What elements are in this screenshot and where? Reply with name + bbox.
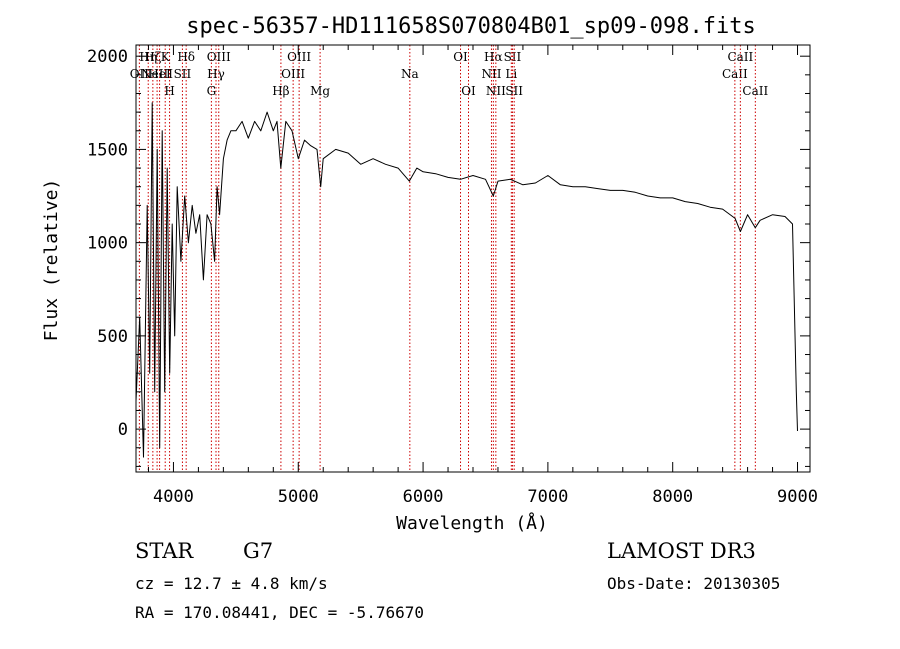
marker-label-12: Hβ <box>272 84 289 98</box>
marker-label-19: NII <box>481 67 501 81</box>
marker-label-20: Hα <box>484 50 503 64</box>
x-axis-label: Wavelength (Å) <box>396 512 548 534</box>
marker-label-7: SII <box>174 67 192 81</box>
marker-label-25: CaII <box>722 67 748 81</box>
plot-frame <box>135 44 811 473</box>
x-axis: 4000 5000 6000 7000 8000 9000 <box>147 45 818 507</box>
marker-label-5: K <box>161 50 171 64</box>
y-tick-label-0: 0 <box>118 420 128 440</box>
x-tick-label-4: 8000 <box>652 487 693 507</box>
marker-label-23: SII <box>504 50 522 64</box>
chart-title: spec-56357-HD111658S070804B01_sp09-098.f… <box>186 14 756 39</box>
coords-text: RA = 170.08441, DEC = -5.76670 <box>135 603 424 622</box>
marker-label-24: SII <box>505 84 523 98</box>
x-tick-label-0: 4000 <box>153 487 194 507</box>
spectrum-line-0 <box>135 102 798 458</box>
y-tick-label-3: 1500 <box>87 140 128 160</box>
x-tick-label-2: 6000 <box>403 487 444 507</box>
marker-label-11: OIII <box>207 50 231 64</box>
line-markers: OIIHηHζNeIIIHeIKHSIIHδGHγOIIIHβOIIIOIIIM… <box>130 45 768 472</box>
x-tick-label-3: 7000 <box>527 487 568 507</box>
marker-label-16: Na <box>401 67 419 81</box>
object-subclass: G7 <box>243 539 274 563</box>
spectrum-series <box>135 102 798 458</box>
y-tick-label-1: 500 <box>97 327 128 347</box>
marker-label-15: Mg <box>310 84 330 98</box>
obs-date-text: Obs-Date: 20130305 <box>607 574 781 593</box>
marker-label-10: Hγ <box>207 67 225 81</box>
marker-label-22: Li <box>505 67 517 81</box>
marker-label-6: H <box>164 84 174 98</box>
survey-name: LAMOST DR3 <box>607 539 756 563</box>
marker-label-4: HeI <box>148 67 171 81</box>
marker-label-14: OIII <box>287 50 311 64</box>
object-class: STAR <box>135 539 194 563</box>
redshift-text: cz = 12.7 ± 4.8 km/s <box>135 574 328 593</box>
marker-label-26: CaII <box>727 50 753 64</box>
x-tick-label-5: 9000 <box>777 487 818 507</box>
marker-label-8: Hδ <box>177 50 195 64</box>
y-axis-label: Flux (relative) <box>41 179 62 342</box>
marker-label-0: OII <box>130 67 150 81</box>
marker-label-9: G <box>207 84 217 98</box>
x-tick-label-1: 5000 <box>278 487 319 507</box>
y-tick-label-4: 2000 <box>87 47 128 67</box>
y-tick-label-2: 1000 <box>87 234 128 254</box>
marker-label-27: CaII <box>742 84 768 98</box>
y-axis: 0 500 1000 1500 2000 <box>87 47 810 467</box>
marker-label-21: NII <box>486 84 506 98</box>
marker-label-18: OI <box>461 84 476 98</box>
marker-label-13: OIII <box>281 67 305 81</box>
marker-label-17: OI <box>453 50 468 64</box>
